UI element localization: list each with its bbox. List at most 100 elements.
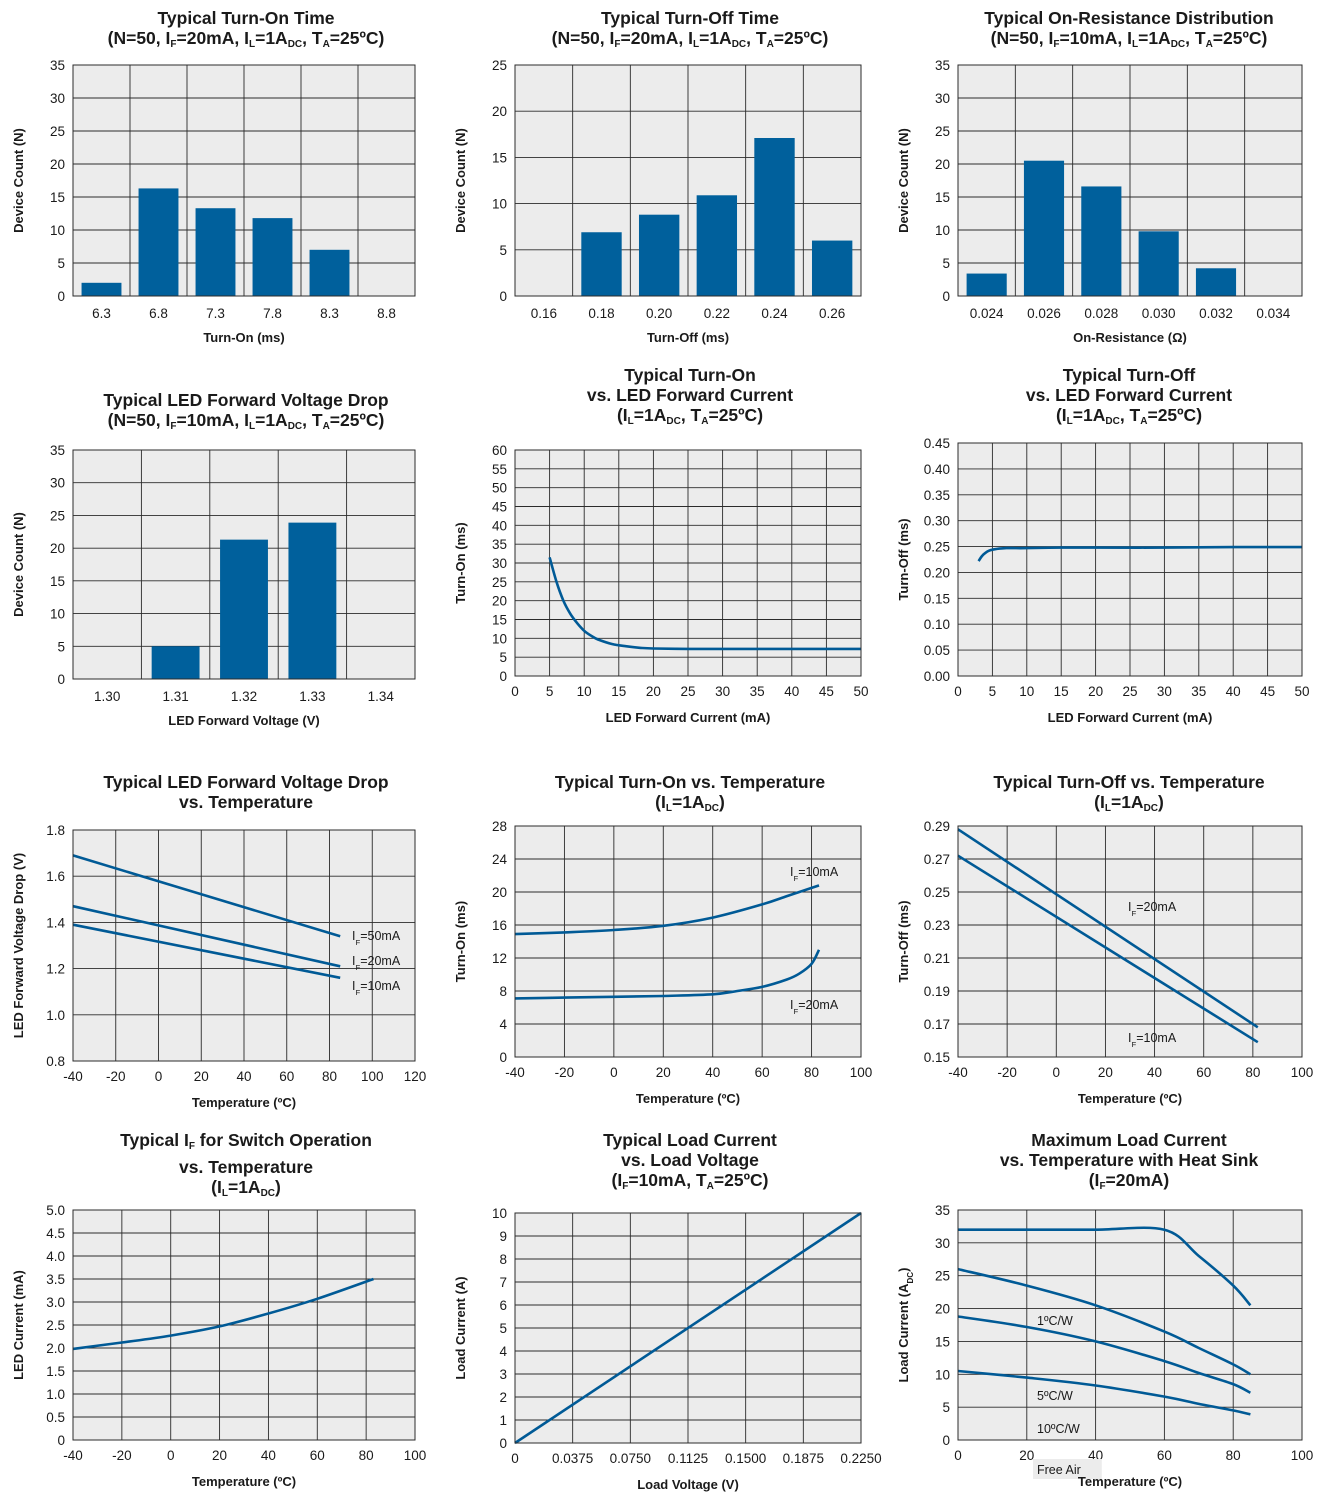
y-tick-label: 0: [499, 669, 507, 684]
y-tick-label: 4: [499, 1017, 507, 1032]
y-tick-label: 10: [492, 1206, 507, 1221]
chart-turn-on-vs-temp: 0 4 8 12 16 20 24 28 -40 -20 0 20 40 60 80 100 IF=10mA IF…: [453, 819, 872, 1106]
y-tick-label: 10: [492, 197, 507, 212]
label-bg: [1033, 1310, 1079, 1330]
y-tick-label: 0.00: [924, 669, 950, 684]
series-label: IF=50mA: [352, 929, 401, 947]
y-axis-label: Device Count (N): [453, 128, 468, 233]
y-tick-label: 0.19: [924, 984, 950, 999]
y-tick-label: 25: [492, 575, 507, 590]
x-tick-label: 0: [511, 1451, 519, 1466]
series-line-1: [957, 1267, 1252, 1376]
bar-0.030: [1138, 231, 1179, 296]
x-axis-label: Temperature (ºC): [1078, 1474, 1182, 1489]
bar-0.024: [966, 273, 1007, 296]
y-tick-label: 35: [935, 58, 950, 73]
bar-8.3: [309, 249, 350, 296]
bar-1.32: [220, 539, 268, 679]
chart-turn-on-vs-if: 0 5 10 15 20 25 30 35 40 45 50 55 60 0 5 10 15 20 25 30 35 40…: [453, 443, 869, 725]
chart-turn-on-time: 0 5 10 15 20 25 30 35 6.3 6.8 7.3 7.8 8.3 8.8 Turn-On …: [11, 58, 416, 345]
x-tick-label: 0: [167, 1448, 175, 1463]
y-tick-label: 0.21: [924, 951, 950, 966]
chart-turn-off-vs-if: 0.00 0.05 0.10 0.15 0.20 0.25 0.30 0.35 0.40 0.45…: [896, 436, 1310, 725]
y-tick-label: 15: [492, 613, 507, 628]
x-tick-label: -40: [63, 1448, 83, 1463]
x-tick-label: 60: [1196, 1065, 1211, 1080]
y-tick-label: 0: [499, 1050, 507, 1065]
x-tick-label: -20: [106, 1069, 126, 1084]
x-tick-label: 1.30: [94, 689, 120, 704]
y-axis-label: Load Current (A): [453, 1276, 468, 1379]
series-line-1: [72, 904, 341, 968]
plot-area: [515, 826, 861, 1057]
bar-7.3: [195, 208, 236, 296]
x-tick-label: 40: [1226, 684, 1241, 699]
y-tick-label: 4: [499, 1344, 507, 1359]
series-line-0: [72, 1277, 374, 1351]
series-line-0: [957, 828, 1259, 1029]
y-tick-label: 10: [935, 1367, 950, 1382]
y-tick-label: 0.35: [924, 488, 950, 503]
x-tick-label: 0.028: [1084, 306, 1118, 321]
y-tick-label: 15: [50, 190, 65, 205]
x-tick-label: 0.1875: [783, 1451, 824, 1466]
y-axis-label: Turn-Off (ms): [896, 518, 911, 600]
y-tick-label: 0: [499, 289, 507, 304]
y-tick-label: 7: [499, 1275, 507, 1290]
chart-title: Typical Turn-On vs. LED Forward Current (I…: [586, 365, 794, 427]
x-tick-label: 0.16: [531, 306, 557, 321]
series-label: IF=20mA: [352, 954, 401, 972]
series-line-2: [957, 1315, 1251, 1394]
x-tick-label: 10: [1019, 684, 1034, 699]
x-tick-label: 6.3: [92, 306, 111, 321]
x-tick-label: 0: [511, 684, 519, 699]
series-label: 1ºC/W: [1037, 1314, 1073, 1328]
plot-frame: [957, 1209, 1303, 1441]
x-tick-label: 50: [1294, 684, 1309, 699]
y-tick-label: 0.25: [924, 885, 950, 900]
y-tick-label: 35: [935, 1203, 950, 1218]
chart-title: Typical Turn-On vs. Temperature (IL=1ADC): [554, 772, 826, 814]
y-tick-label: 0.27: [924, 852, 950, 867]
chart-title: Typical Load Current vs. Load Voltage (IF=…: [603, 1130, 777, 1192]
x-tick-label: 100: [1291, 1065, 1314, 1080]
y-axis-label: Device Count (N): [11, 512, 26, 617]
series-line-1: [514, 949, 821, 1000]
x-tick-label: 40: [705, 1065, 720, 1080]
x-tick-label: 8.8: [377, 306, 396, 321]
y-tick-label: 60: [492, 443, 507, 458]
x-tick-label: 60: [310, 1448, 325, 1463]
y-tick-label: 0.40: [924, 462, 950, 477]
x-tick-label: -40: [63, 1069, 83, 1084]
y-tick-label: 1.0: [46, 1008, 65, 1023]
y-tick-label: 35: [50, 443, 65, 458]
x-tick-label: 0.26: [819, 306, 845, 321]
x-tick-label: 20: [656, 1065, 671, 1080]
x-axis-label: Turn-Off (ms): [647, 330, 729, 345]
x-tick-label: 60: [279, 1069, 294, 1084]
series-line-0: [514, 1211, 862, 1445]
y-tick-label: 0.23: [924, 918, 950, 933]
x-tick-label: 0.0375: [552, 1451, 593, 1466]
y-tick-label: 0.15: [924, 1050, 950, 1065]
label-bg: [1033, 1459, 1102, 1479]
y-axis-label: Turn-On (ms): [453, 522, 468, 603]
series-line-0: [548, 557, 861, 651]
y-axis-label: Load Current (ADC): [896, 1268, 915, 1383]
bar-0.028: [1081, 186, 1122, 296]
y-tick-label: 0.05: [924, 643, 950, 658]
y-axis-label: Turn-Off (ms): [896, 900, 911, 982]
y-tick-label: 20: [935, 157, 950, 172]
x-tick-label: 15: [611, 684, 626, 699]
plot-frame: [957, 442, 1303, 677]
x-tick-label: 20: [1088, 684, 1103, 699]
y-tick-label: 8: [499, 984, 507, 999]
plot-frame: [72, 449, 416, 680]
y-axis-label: LED Forward Voltage Drop (V): [11, 853, 26, 1038]
y-tick-label: 5: [57, 639, 65, 654]
x-axis-label: Temperature (ºC): [192, 1474, 296, 1489]
x-tick-label: 100: [404, 1448, 427, 1463]
y-tick-label: 4.0: [46, 1249, 65, 1264]
x-tick-label: 80: [804, 1065, 819, 1080]
